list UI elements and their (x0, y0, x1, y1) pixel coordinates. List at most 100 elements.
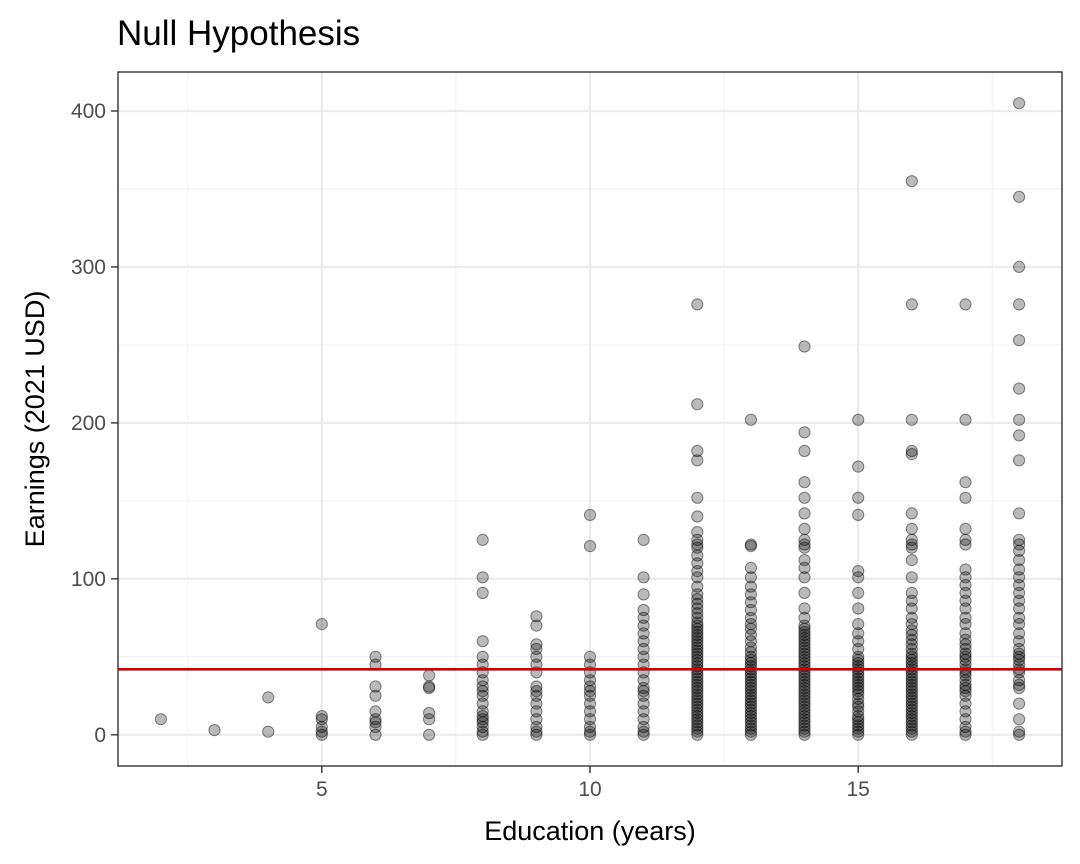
data-point (744, 719, 758, 732)
data-point (905, 650, 918, 663)
data-point (1013, 725, 1026, 738)
data-point (691, 653, 704, 667)
data-point (637, 603, 650, 617)
data-point (476, 720, 489, 734)
data-point (798, 622, 811, 635)
data-point (1013, 413, 1026, 426)
data-point (798, 538, 811, 551)
data-point (637, 588, 650, 601)
data-point (959, 602, 972, 615)
data-point (744, 628, 758, 642)
data-point (905, 694, 918, 707)
data-point (852, 460, 865, 473)
data-point (852, 728, 865, 741)
x-axis: 5 10 15 (316, 766, 870, 801)
data-point (905, 298, 918, 311)
data-point (905, 618, 918, 631)
data-point (852, 705, 865, 718)
data-point (744, 713, 758, 726)
data-point (691, 706, 704, 720)
data-point (959, 579, 972, 592)
data-point (1013, 681, 1026, 695)
data-point (637, 728, 650, 741)
data-point (691, 675, 704, 688)
data-point (691, 719, 704, 732)
data-point (1013, 538, 1026, 551)
data-point (583, 728, 597, 741)
data-point (959, 697, 972, 710)
data-point (1013, 586, 1026, 600)
data-point (852, 688, 865, 701)
data-point (959, 594, 972, 607)
data-point (637, 697, 650, 710)
x-tick-label: 10 (578, 778, 601, 801)
data-point (1013, 594, 1026, 607)
data-point (583, 697, 597, 710)
data-point (905, 700, 918, 713)
data-point (744, 646, 758, 659)
data-point (476, 710, 489, 723)
data-point (905, 611, 918, 624)
data-point (744, 710, 758, 723)
data-point (262, 725, 275, 738)
data-point (959, 476, 972, 489)
data-point (959, 725, 972, 738)
data-point (315, 725, 328, 738)
data-point (476, 674, 489, 687)
data-point (691, 622, 704, 635)
data-point (637, 713, 650, 726)
data-point (583, 720, 597, 734)
data-point (744, 728, 758, 741)
data-point (637, 627, 650, 640)
data-point (1013, 697, 1026, 710)
data-point (691, 644, 704, 657)
data-point (959, 298, 972, 311)
y-axis-title: Earnings (2021 USD) (20, 291, 50, 548)
data-point (530, 713, 543, 726)
data-point (1013, 618, 1026, 631)
data-point (905, 653, 918, 667)
data-point (1013, 260, 1026, 273)
data-point (905, 541, 918, 554)
data-point (852, 716, 865, 729)
data-point (744, 700, 758, 713)
data-point (423, 728, 436, 741)
data-point (1013, 713, 1026, 726)
data-point (744, 694, 758, 707)
data-point (852, 692, 865, 706)
grid-lines (118, 72, 1062, 766)
data-point (315, 618, 328, 631)
data-point (583, 650, 597, 663)
data-point (637, 635, 650, 648)
data-point (959, 647, 972, 660)
data-point (1013, 627, 1026, 640)
data-point (744, 703, 758, 717)
y-tick-label: 0 (94, 724, 106, 747)
data-point (691, 700, 704, 713)
data-point (369, 720, 382, 734)
data-point (905, 691, 918, 704)
data-point (905, 728, 918, 741)
data-point (583, 540, 597, 553)
data-point (798, 533, 811, 547)
data-point (905, 628, 918, 642)
data-point (476, 716, 489, 729)
data-point (691, 611, 704, 624)
data-point (852, 725, 865, 738)
data-point (744, 413, 758, 426)
data-point (798, 728, 811, 741)
data-point (959, 538, 972, 551)
data-point (1013, 579, 1026, 592)
data-point (852, 685, 865, 698)
data-point (691, 728, 704, 741)
data-point (208, 724, 221, 737)
data-point (262, 691, 275, 704)
data-point (852, 491, 865, 504)
data-point (905, 602, 918, 615)
data-point (744, 653, 758, 667)
data-point (744, 571, 758, 584)
data-point (905, 706, 918, 720)
data-point (959, 678, 972, 692)
data-point (905, 672, 918, 685)
